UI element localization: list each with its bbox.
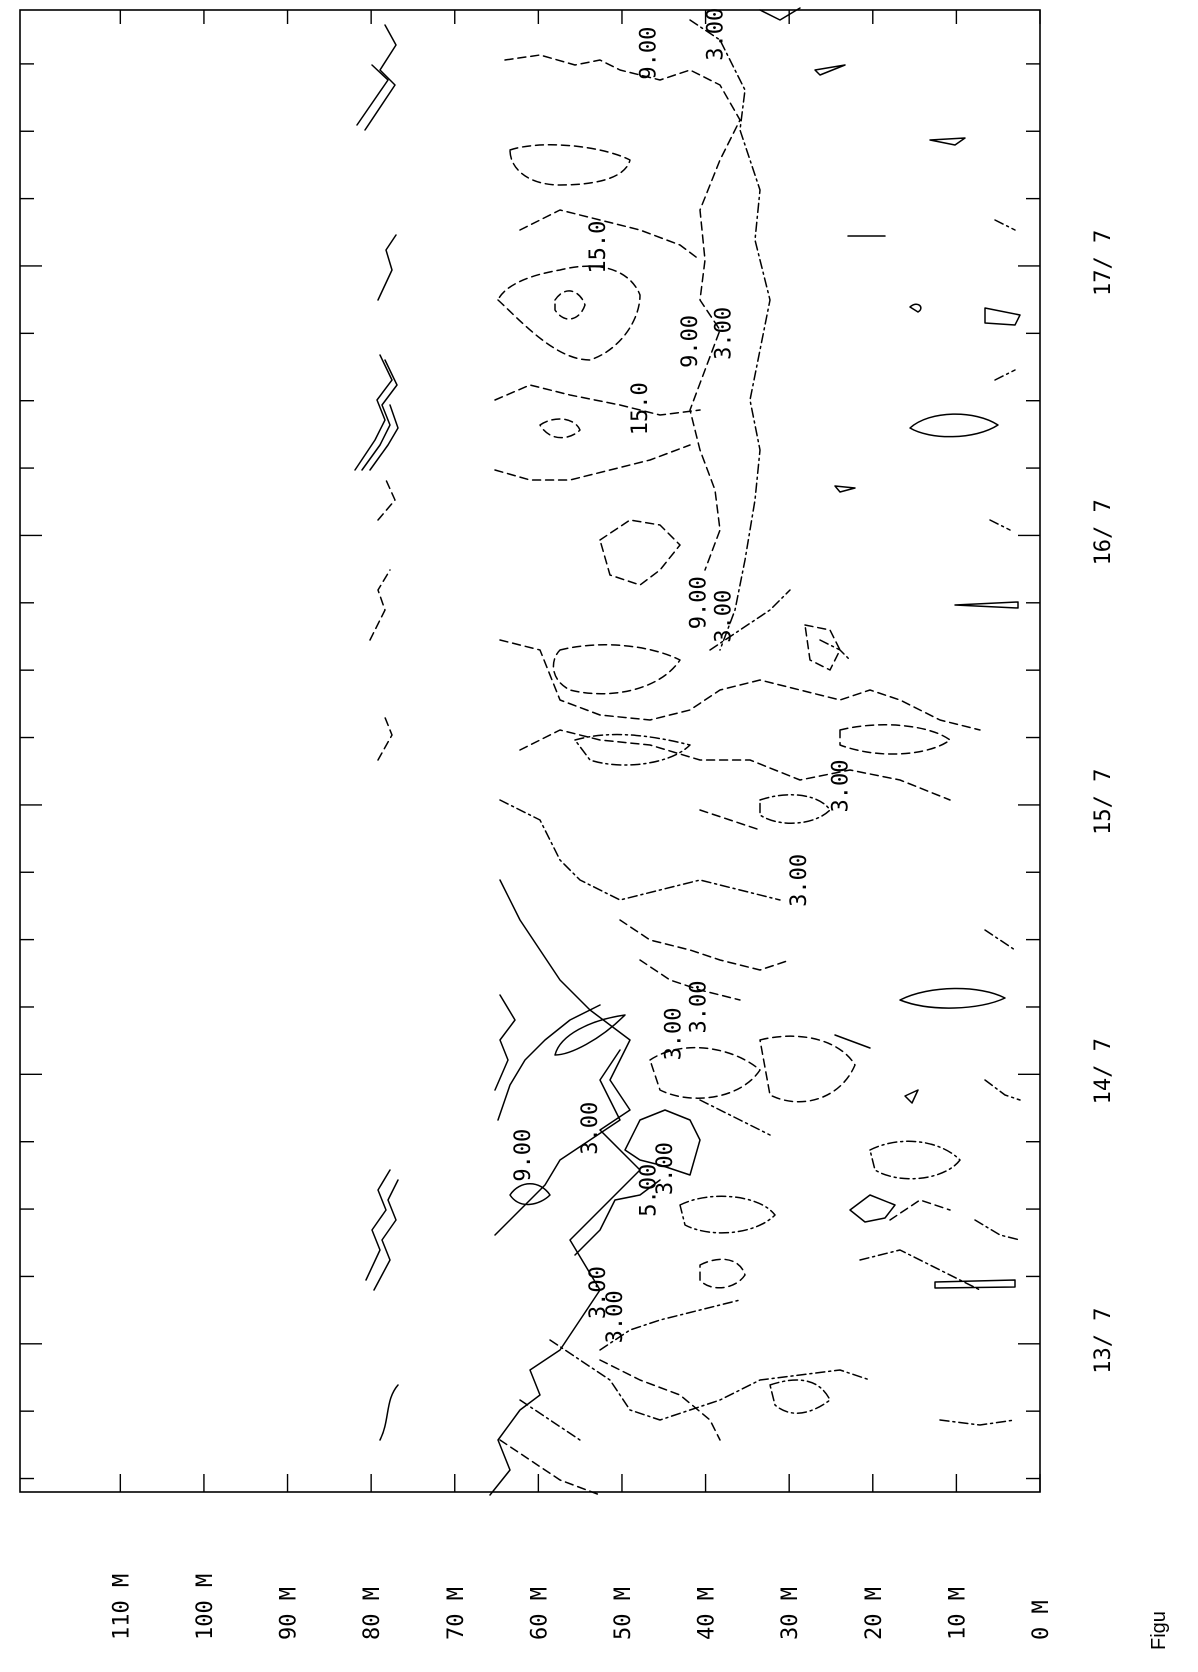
depth-tick-label: 100 M — [193, 1574, 218, 1640]
contour-label: 3.00 — [653, 1142, 678, 1195]
plot-frame — [19, 9, 1041, 1493]
contour-label: 9.00 — [511, 1129, 536, 1182]
contour-label: 3.00 — [712, 590, 737, 643]
figure-caption: Figu — [1148, 1611, 1170, 1650]
contour-label: 3.00 — [787, 854, 812, 907]
plot-border — [19, 9, 1041, 1493]
depth-tick-label: 90 M — [277, 1587, 302, 1640]
contour-label: 3.00 — [687, 980, 712, 1033]
contour-label: 3.00 — [703, 8, 728, 61]
depth-tick-label: 110 M — [109, 1574, 134, 1640]
depth-tick-label: 0 M — [1029, 1600, 1054, 1640]
depth-tick-label: 30 M — [778, 1587, 803, 1640]
depth-tick-label: 60 M — [527, 1587, 552, 1640]
contour-label: 3.00 — [578, 1102, 603, 1155]
date-tick-label: 15/ 7 — [1091, 769, 1116, 835]
contour-label: 3.00 — [586, 1266, 611, 1319]
date-tick-label: 14/ 7 — [1091, 1038, 1116, 1104]
contour-label: 9.00 — [687, 576, 712, 629]
contour-lines — [354, 7, 1021, 1496]
date-tick-label: 17/ 7 — [1091, 230, 1116, 296]
contour-label: 3.00 — [829, 760, 854, 813]
contour-label: 5.00 — [636, 1164, 661, 1217]
date-tick-label: 13/ 7 — [1091, 1308, 1116, 1374]
contour-label: 15.0 — [628, 382, 653, 435]
contour-label: 3.00 — [712, 307, 737, 360]
contour-label: 15.0 — [586, 221, 611, 274]
depth-tick-label: 80 M — [360, 1587, 385, 1640]
contour-label: 3.00 — [661, 1007, 686, 1060]
date-tick-label: 16/ 7 — [1091, 499, 1116, 565]
contour-label: 9.00 — [678, 315, 703, 368]
depth-tick-label: 70 M — [444, 1587, 469, 1640]
depth-tick-label: 50 M — [611, 1587, 636, 1640]
depth-tick-label: 40 M — [695, 1587, 720, 1640]
depth-tick-label: 10 M — [945, 1587, 970, 1640]
contour-label: 3.00 — [603, 1290, 628, 1343]
axes: 0 M 10 M 20 M 30 M 40 M 50 M 60 M 70 M 80 M 90 M 1… — [20, 10, 1116, 1640]
depth-tick-label: 20 M — [862, 1587, 887, 1640]
contour-label: 9.00 — [636, 27, 661, 80]
